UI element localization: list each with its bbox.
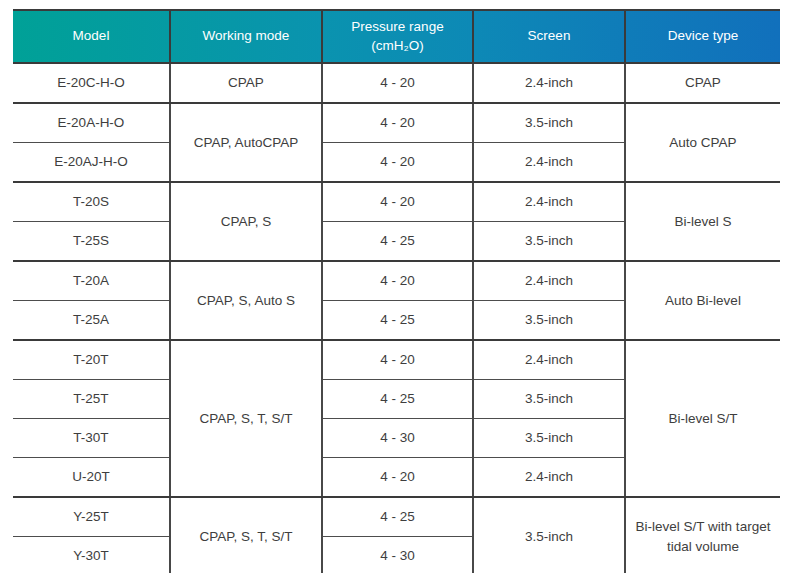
cell-type: Bi-level S/T: [625, 340, 780, 497]
cell-pressure: 4 - 20: [322, 182, 473, 222]
cell-screen: 2.4-inch: [473, 143, 625, 183]
cell-model: T-25A: [13, 301, 170, 341]
cell-type: Bi-level S: [625, 182, 780, 261]
cell-mode: CPAP, S, Auto S: [170, 261, 322, 340]
cell-screen: 3.5-inch: [473, 222, 625, 262]
cell-model: T-20T: [13, 340, 170, 380]
cell-pressure: 4 - 20: [322, 63, 473, 103]
table-row: E-20A-H-O CPAP, AutoCPAP 4 - 20 3.5-inch…: [13, 103, 780, 143]
cell-screen: 2.4-inch: [473, 63, 625, 103]
cell-type: CPAP: [625, 63, 780, 103]
cell-model: T-20S: [13, 182, 170, 222]
table-row: E-20C-H-O CPAP 4 - 20 2.4-inch CPAP: [13, 63, 780, 103]
cell-model: Y-25T: [13, 497, 170, 537]
cell-model: E-20A-H-O: [13, 103, 170, 143]
cell-screen: 2.4-inch: [473, 261, 625, 301]
table-row: T-20A CPAP, S, Auto S 4 - 20 2.4-inch Au…: [13, 261, 780, 301]
cell-screen: 2.4-inch: [473, 458, 625, 498]
table-row: T-20S CPAP, S 4 - 20 2.4-inch Bi-level S: [13, 182, 780, 222]
cell-type: Auto CPAP: [625, 103, 780, 182]
table-row: T-20T CPAP, S, T, S/T 4 - 20 2.4-inch Bi…: [13, 340, 780, 380]
device-spec-table: Model Working mode Pressure range (cmH₂O…: [13, 9, 780, 573]
cell-pressure: 4 - 30: [322, 537, 473, 573]
cell-mode: CPAP, S, T, S/T: [170, 340, 322, 497]
cell-pressure: 4 - 25: [322, 497, 473, 537]
cell-model: E-20AJ-H-O: [13, 143, 170, 183]
cell-pressure: 4 - 20: [322, 143, 473, 183]
cell-pressure: 4 - 20: [322, 261, 473, 301]
cell-pressure: 4 - 20: [322, 340, 473, 380]
cell-screen: 2.4-inch: [473, 182, 625, 222]
cell-screen: 3.5-inch: [473, 497, 625, 573]
column-header-pressure-range: Pressure range (cmH₂O): [322, 10, 473, 63]
cell-model: T-25S: [13, 222, 170, 262]
column-header-model: Model: [13, 10, 170, 63]
cell-mode: CPAP, S: [170, 182, 322, 261]
cell-screen: 3.5-inch: [473, 419, 625, 458]
cell-pressure: 4 - 20: [322, 103, 473, 143]
cell-screen: 3.5-inch: [473, 103, 625, 143]
cell-model: T-20A: [13, 261, 170, 301]
column-header-screen: Screen: [473, 10, 625, 63]
cell-model: E-20C-H-O: [13, 63, 170, 103]
cell-type: Auto Bi-level: [625, 261, 780, 340]
cell-screen: 3.5-inch: [473, 301, 625, 341]
cell-pressure: 4 - 30: [322, 419, 473, 458]
table-row: Y-25T CPAP, S, T, S/T 4 - 25 3.5-inch Bi…: [13, 497, 780, 537]
cell-pressure: 4 - 25: [322, 301, 473, 341]
cell-model: U-20T: [13, 458, 170, 498]
cell-pressure: 4 - 20: [322, 458, 473, 498]
cell-model: Y-30T: [13, 537, 170, 573]
cell-model: T-25T: [13, 380, 170, 419]
header-row: Model Working mode Pressure range (cmH₂O…: [13, 10, 780, 63]
cell-pressure: 4 - 25: [322, 380, 473, 419]
cell-mode: CPAP, AutoCPAP: [170, 103, 322, 182]
cell-mode: CPAP: [170, 63, 322, 103]
column-header-working-mode: Working mode: [170, 10, 322, 63]
cell-screen: 3.5-inch: [473, 380, 625, 419]
cell-pressure: 4 - 25: [322, 222, 473, 262]
column-header-device-type: Device type: [625, 10, 780, 63]
cell-screen: 2.4-inch: [473, 340, 625, 380]
cell-model: T-30T: [13, 419, 170, 458]
page: Model Working mode Pressure range (cmH₂O…: [0, 0, 791, 573]
cell-mode: CPAP, S, T, S/T: [170, 497, 322, 573]
cell-type: Bi-level S/T with target tidal volume: [625, 497, 780, 573]
